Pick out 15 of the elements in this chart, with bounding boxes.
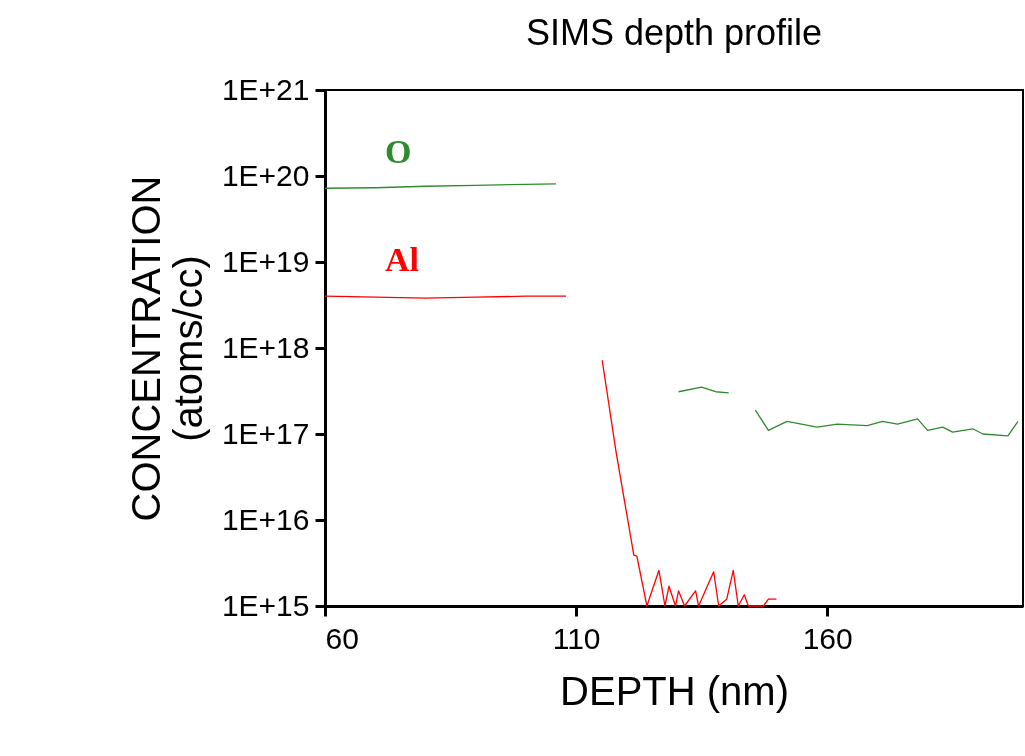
y-tick-label: 1E+19 (221, 244, 310, 278)
x-axis-title: DEPTH (nm) (560, 668, 789, 713)
x-tick-label: 110 (552, 621, 601, 655)
x-tick-label: 160 (802, 621, 853, 655)
series-label: Al (385, 241, 419, 279)
x-tick-label: 60 (325, 621, 359, 655)
y-tick-label: 1E+17 (221, 416, 310, 450)
y-tick-label: 1E+18 (221, 330, 310, 364)
y-tick-label: 1E+21 (221, 72, 310, 106)
y-axis-title: CONCENTRATION (atoms/cc) (123, 175, 210, 522)
chart-title: SIMS depth profile (525, 12, 823, 53)
y-tick-label: 1E+15 (221, 588, 310, 622)
y-tick-label: 1E+20 (221, 158, 310, 192)
series-label: O (385, 133, 412, 171)
y-tick-label: 1E+16 (221, 502, 310, 536)
